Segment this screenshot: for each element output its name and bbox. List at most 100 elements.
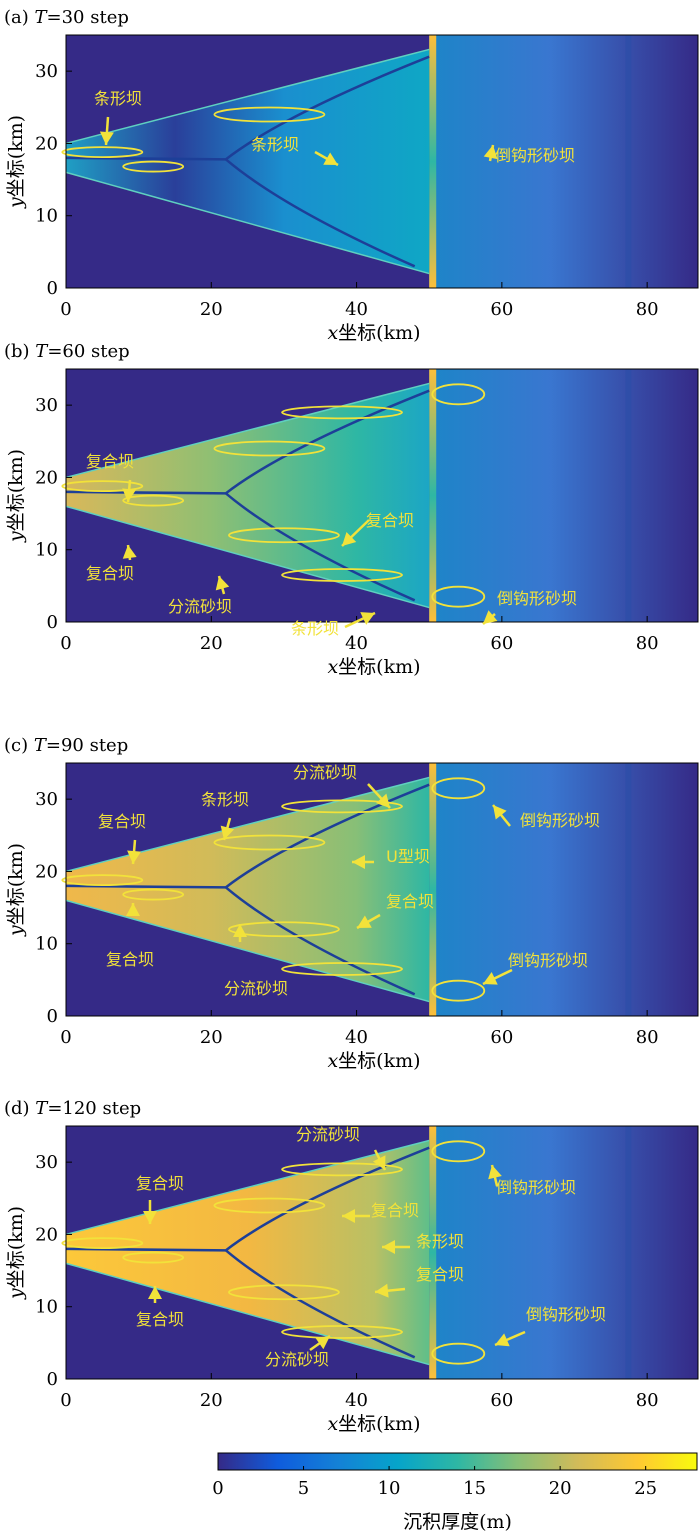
delta-edge-upper: [65, 1139, 430, 1236]
y-tick-label: 30: [35, 1152, 58, 1173]
delta-edge-lower: [65, 505, 430, 609]
annotation: 复合坝: [136, 1174, 184, 1224]
bar-outline: [61, 146, 144, 159]
y-tick-label: 10: [35, 1297, 58, 1318]
y-tick-label: 20: [35, 133, 58, 154]
annotation-arrowhead: [376, 793, 390, 808]
delta-wedge: [66, 49, 430, 274]
axes-box: [65, 368, 699, 623]
colorbar-label: 沉积厚度(m): [403, 1511, 512, 1533]
annotation-arrowhead: [483, 972, 498, 985]
annotation: 条形坝: [382, 1232, 464, 1254]
annotation-arrowhead: [483, 610, 498, 624]
y-tick-label: 20: [35, 467, 58, 488]
basin-mouth: [429, 35, 437, 288]
x-tick-label: 80: [636, 299, 659, 320]
x-tick-label: 60: [490, 1027, 513, 1048]
y-tick-label: 20: [35, 1224, 58, 1245]
annotation: 复合坝: [98, 812, 146, 865]
annotation: 复合坝: [374, 1265, 464, 1298]
bar-outline: [228, 921, 340, 938]
annotation: 倒钩形砂坝: [494, 1305, 606, 1347]
bar-outline: [61, 1237, 144, 1250]
annotation-arrowhead: [143, 1211, 157, 1224]
y-tick-label: 0: [47, 1006, 58, 1027]
annotation-arrowhead: [315, 1336, 330, 1350]
annotation-arrowhead: [375, 1283, 389, 1298]
basin-mouth: [429, 763, 437, 1016]
annotation-label: 倒钩形砂坝: [496, 1178, 576, 1197]
annotation: 复合坝: [86, 544, 137, 583]
annotation-arrowhead: [495, 1333, 510, 1347]
x-tick-label: 20: [200, 633, 223, 654]
annotation-arrowhead: [99, 131, 114, 145]
delta-edge-upper: [65, 776, 430, 873]
colorbar-gradient: [217, 1452, 698, 1471]
bar-outline: [228, 527, 340, 544]
x-axis-label: x坐标(km): [327, 656, 420, 678]
annotation-label: 倒钩形砂坝: [497, 589, 577, 608]
annotation-label: 复合坝: [366, 511, 414, 530]
x-axis-label: x坐标(km): [327, 1413, 420, 1435]
channel-upper: [65, 389, 430, 495]
annotation-label: 复合坝: [416, 1265, 464, 1284]
annotation-label: 条形坝: [291, 619, 339, 638]
delta-edge-lower: [65, 1262, 430, 1366]
channel-upper: [65, 1146, 430, 1252]
basin-mouth: [429, 1126, 437, 1379]
bar-outline: [213, 106, 326, 123]
x-tick-label: 60: [490, 299, 513, 320]
bar-outline: [213, 1197, 326, 1214]
basin-region: [429, 763, 698, 1016]
annotation-arrowhead: [323, 152, 338, 165]
channel-lower: [225, 158, 416, 268]
annotation: 复合坝: [136, 1286, 184, 1329]
bar-outline: [122, 160, 185, 173]
y-tick-label: 0: [47, 278, 58, 299]
basin-streak: [625, 369, 632, 622]
annotation-arrowhead: [382, 1240, 395, 1254]
basin-streak: [625, 1126, 632, 1379]
annotation: 分流砂坝: [293, 763, 391, 809]
annotation-label: U型坝: [386, 847, 430, 866]
basin-region: [429, 1126, 698, 1379]
annotation-arrowhead: [122, 488, 137, 502]
y-axis-label: y坐标(km): [5, 115, 27, 209]
channel-lower: [225, 492, 416, 602]
channel-upper: [65, 55, 430, 161]
annotation: 条形坝: [201, 790, 249, 841]
colorbar-tick-label: 0: [212, 1478, 223, 1499]
annotation-arrowhead: [215, 576, 230, 591]
y-axis-label: y坐标(km): [5, 1206, 27, 1300]
colorbar-tick-label: 20: [549, 1478, 572, 1499]
bar-outline: [61, 480, 144, 493]
annotation-label: 复合坝: [106, 950, 154, 969]
bar-outline: [122, 1251, 185, 1264]
bar-outline: [122, 888, 185, 901]
bar-outline: [122, 494, 185, 507]
y-tick-label: 10: [35, 934, 58, 955]
annotation-label: 复合坝: [371, 1201, 419, 1220]
annotation-arrowhead: [342, 1209, 355, 1223]
y-axis-label: y坐标(km): [5, 449, 27, 543]
annotation: 条形坝: [94, 89, 142, 146]
annotation-arrowhead: [220, 825, 235, 840]
annotation-label: 条形坝: [416, 1232, 464, 1251]
annotation-arrowhead: [493, 805, 507, 820]
annotation: 倒钩形砂坝: [482, 589, 577, 625]
delta-wedge: [66, 1140, 430, 1365]
axes-box: [65, 34, 699, 289]
bar-outline: [281, 568, 403, 582]
annotation-label: 条形坝: [94, 89, 142, 108]
annotation-arrowhead: [372, 1155, 386, 1170]
delta-edge-lower: [65, 171, 430, 275]
annotation-label: 倒钩形砂坝: [495, 146, 575, 165]
annotation: 分流砂坝: [224, 924, 288, 998]
channel-lower: [225, 1249, 416, 1359]
annotation: 复合坝: [356, 892, 434, 930]
y-tick-label: 0: [47, 612, 58, 633]
annotation-label: 复合坝: [86, 452, 134, 471]
delta-edge-upper: [65, 48, 430, 145]
channel-upper: [65, 783, 430, 889]
